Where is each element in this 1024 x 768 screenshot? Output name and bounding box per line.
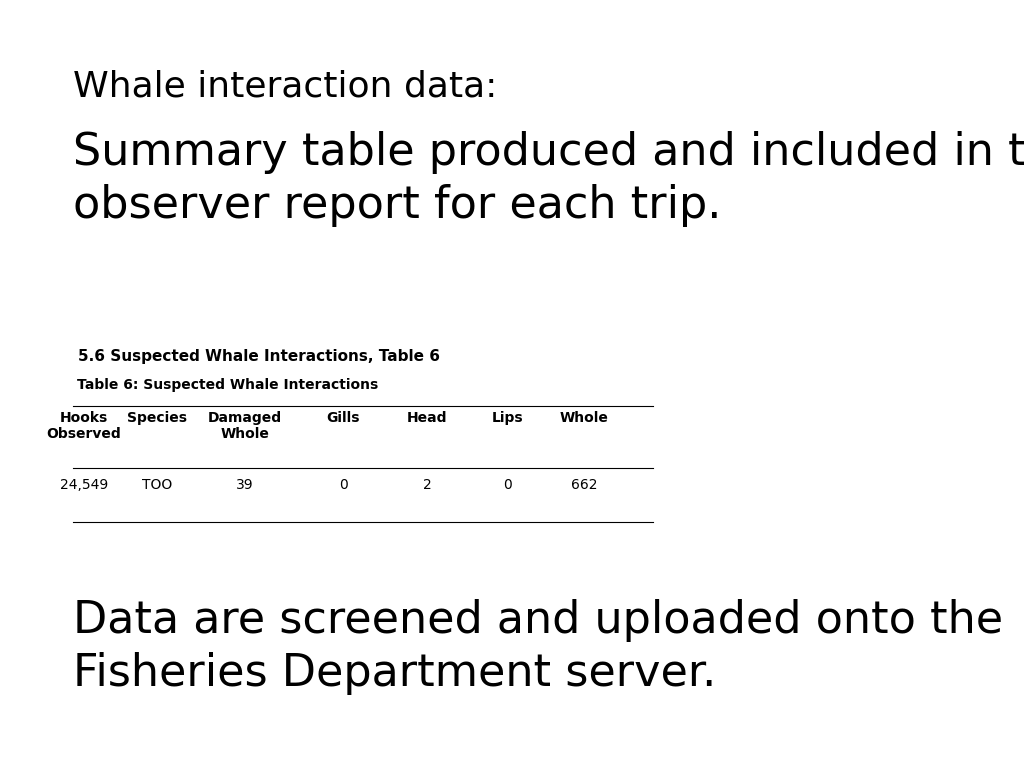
- Text: 2: 2: [423, 478, 431, 492]
- Text: 39: 39: [236, 478, 253, 492]
- Text: Hooks
Observed: Hooks Observed: [46, 411, 121, 441]
- Text: Whale interaction data:: Whale interaction data:: [73, 69, 498, 103]
- Text: 0: 0: [339, 478, 347, 492]
- Text: Whole: Whole: [560, 411, 608, 425]
- Text: Gills: Gills: [327, 411, 359, 425]
- Text: Head: Head: [407, 411, 447, 425]
- Text: 24,549: 24,549: [59, 478, 109, 492]
- Text: Table 6: Suspected Whale Interactions: Table 6: Suspected Whale Interactions: [77, 378, 378, 392]
- Text: 662: 662: [570, 478, 597, 492]
- Text: 5.6 Suspected Whale Interactions, Table 6: 5.6 Suspected Whale Interactions, Table …: [78, 349, 440, 365]
- Text: Lips: Lips: [492, 411, 523, 425]
- Text: TOO: TOO: [142, 478, 172, 492]
- Text: Damaged
Whole: Damaged Whole: [208, 411, 282, 441]
- Text: Species: Species: [127, 411, 187, 425]
- Text: Summary table produced and included in the
observer report for each trip.: Summary table produced and included in t…: [73, 131, 1024, 227]
- Text: 0: 0: [503, 478, 512, 492]
- Text: Data are screened and uploaded onto the
Fisheries Department server.: Data are screened and uploaded onto the …: [73, 599, 1004, 695]
